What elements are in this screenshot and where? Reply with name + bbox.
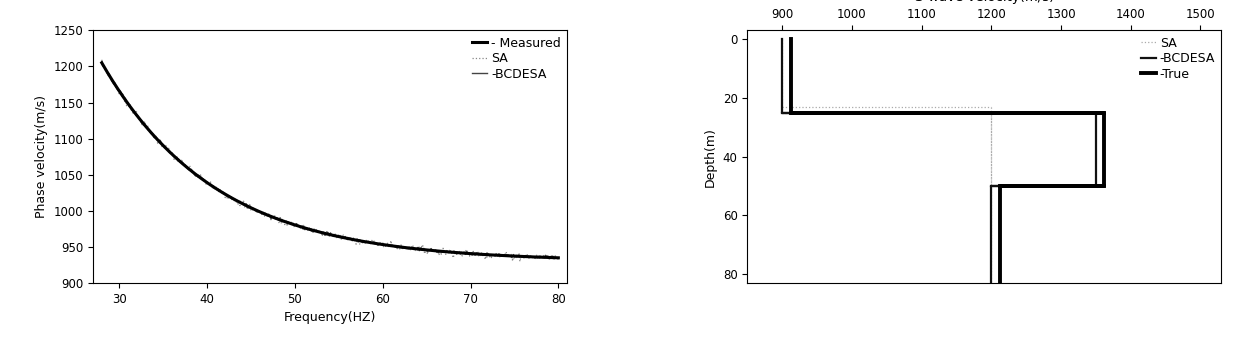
Y-axis label: Phase velocity(m/s): Phase velocity(m/s) xyxy=(35,95,48,218)
Legend: - Measured, SA, -BCDESA: - Measured, SA, -BCDESA xyxy=(472,37,560,81)
Title: S-wave velocity(m/s): S-wave velocity(m/s) xyxy=(915,0,1054,4)
X-axis label: Frequency(HZ): Frequency(HZ) xyxy=(284,311,376,324)
Y-axis label: Depth(m): Depth(m) xyxy=(704,127,717,187)
Legend: SA, -BCDESA, -True: SA, -BCDESA, -True xyxy=(1141,37,1215,81)
